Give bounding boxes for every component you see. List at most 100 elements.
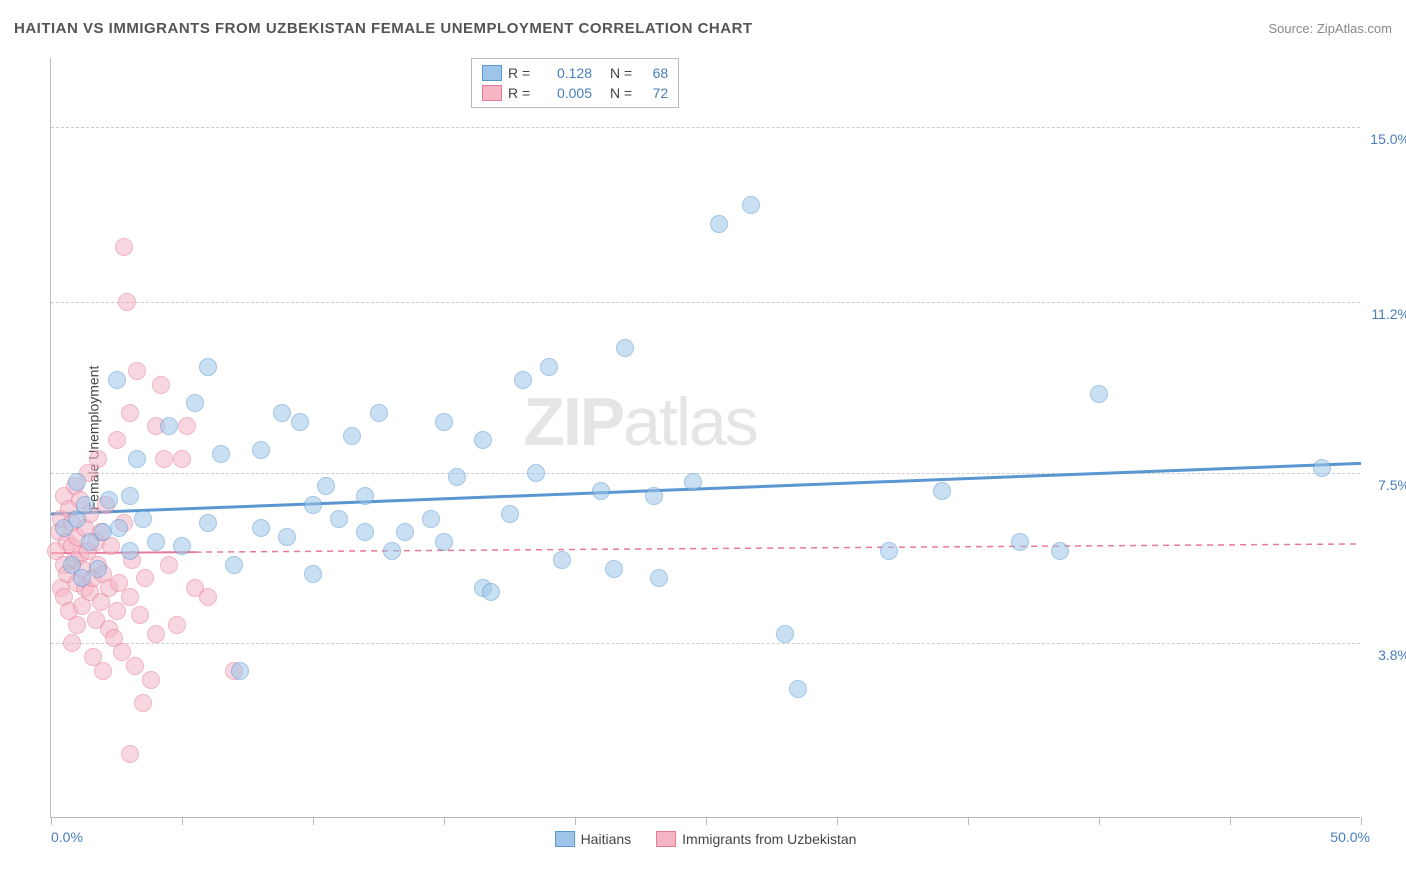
data-point-uzbekistan <box>89 450 107 468</box>
data-point-uzbekistan <box>131 606 149 624</box>
x-axis-min-label: 0.0% <box>51 829 83 845</box>
data-point-haitians <box>252 441 270 459</box>
data-point-uzbekistan <box>160 556 178 574</box>
data-point-haitians <box>231 662 249 680</box>
data-point-haitians <box>147 533 165 551</box>
y-tick-label: 7.5% <box>1365 477 1406 493</box>
trendlines <box>51 58 1361 818</box>
n-value-uzbekistan: 72 <box>638 85 668 101</box>
data-point-haitians <box>134 510 152 528</box>
data-point-haitians <box>1011 533 1029 551</box>
n-label: N = <box>610 65 632 81</box>
data-point-haitians <box>592 482 610 500</box>
x-tick <box>182 817 183 825</box>
source-label: Source: <box>1268 21 1316 36</box>
data-point-haitians <box>396 523 414 541</box>
n-label: N = <box>610 85 632 101</box>
data-point-haitians <box>789 680 807 698</box>
data-point-haitians <box>304 496 322 514</box>
data-point-uzbekistan <box>155 450 173 468</box>
watermark: ZIPatlas <box>523 383 756 461</box>
data-point-uzbekistan <box>121 588 139 606</box>
data-point-uzbekistan <box>121 404 139 422</box>
x-axis-max-label: 50.0% <box>1330 829 1370 845</box>
trendline-haitians <box>51 463 1361 514</box>
data-point-haitians <box>121 487 139 505</box>
data-point-haitians <box>435 533 453 551</box>
swatch-haitians <box>555 831 575 847</box>
y-axis-title: Female Unemployment <box>85 365 101 510</box>
data-point-uzbekistan <box>136 569 154 587</box>
data-point-haitians <box>435 413 453 431</box>
data-point-haitians <box>278 528 296 546</box>
data-point-haitians <box>212 445 230 463</box>
data-point-haitians <box>160 417 178 435</box>
data-point-haitians <box>356 523 374 541</box>
data-point-haitians <box>356 487 374 505</box>
data-point-uzbekistan <box>178 417 196 435</box>
data-point-haitians <box>199 514 217 532</box>
data-point-uzbekistan <box>126 657 144 675</box>
data-point-haitians <box>110 519 128 537</box>
legend-item-haitians: Haitians <box>555 831 632 847</box>
y-tick-label: 15.0% <box>1365 131 1406 147</box>
data-point-uzbekistan <box>142 671 160 689</box>
data-point-uzbekistan <box>115 238 133 256</box>
data-point-haitians <box>1313 459 1331 477</box>
data-point-haitians <box>291 413 309 431</box>
series-legend: Haitians Immigrants from Uzbekistan <box>555 831 857 847</box>
x-tick <box>1361 817 1362 825</box>
x-tick <box>706 817 707 825</box>
data-point-haitians <box>89 560 107 578</box>
data-point-haitians <box>650 569 668 587</box>
data-point-haitians <box>330 510 348 528</box>
data-point-uzbekistan <box>68 616 86 634</box>
x-tick <box>575 817 576 825</box>
data-point-haitians <box>422 510 440 528</box>
data-point-haitians <box>186 394 204 412</box>
data-point-uzbekistan <box>147 625 165 643</box>
n-value-haitians: 68 <box>638 65 668 81</box>
x-tick <box>313 817 314 825</box>
gridline <box>51 127 1360 128</box>
legend-label-haitians: Haitians <box>581 831 632 847</box>
data-point-haitians <box>317 477 335 495</box>
trendline-ext-uzbekistan <box>195 544 1361 552</box>
data-point-haitians <box>343 427 361 445</box>
data-point-haitians <box>225 556 243 574</box>
watermark-bold: ZIP <box>523 384 623 460</box>
data-point-haitians <box>370 404 388 422</box>
data-point-haitians <box>252 519 270 537</box>
chart-title: HAITIAN VS IMMIGRANTS FROM UZBEKISTAN FE… <box>14 20 753 37</box>
y-tick-label: 3.8% <box>1365 647 1406 663</box>
data-point-haitians <box>173 537 191 555</box>
data-point-haitians <box>776 625 794 643</box>
data-point-haitians <box>501 505 519 523</box>
data-point-haitians <box>710 215 728 233</box>
gridline <box>51 473 1360 474</box>
source-link[interactable]: ZipAtlas.com <box>1317 21 1392 36</box>
x-tick <box>1099 817 1100 825</box>
legend-item-uzbekistan: Immigrants from Uzbekistan <box>656 831 856 847</box>
data-point-haitians <box>128 450 146 468</box>
x-tick <box>1230 817 1231 825</box>
watermark-light: atlas <box>623 384 757 460</box>
stats-legend: R = 0.128 N = 68 R = 0.005 N = 72 <box>471 58 679 108</box>
gridline <box>51 302 1360 303</box>
swatch-uzbekistan <box>482 85 502 101</box>
data-point-haitians <box>514 371 532 389</box>
data-point-haitians <box>933 482 951 500</box>
data-point-haitians <box>616 339 634 357</box>
data-point-uzbekistan <box>173 450 191 468</box>
legend-label-uzbekistan: Immigrants from Uzbekistan <box>682 831 856 847</box>
data-point-haitians <box>482 583 500 601</box>
data-point-haitians <box>273 404 291 422</box>
data-point-haitians <box>605 560 623 578</box>
data-point-haitians <box>108 371 126 389</box>
data-point-haitians <box>448 468 466 486</box>
y-tick-label: 11.2% <box>1365 306 1406 322</box>
data-point-uzbekistan <box>134 694 152 712</box>
x-tick <box>968 817 969 825</box>
data-point-uzbekistan <box>152 376 170 394</box>
data-point-haitians <box>684 473 702 491</box>
